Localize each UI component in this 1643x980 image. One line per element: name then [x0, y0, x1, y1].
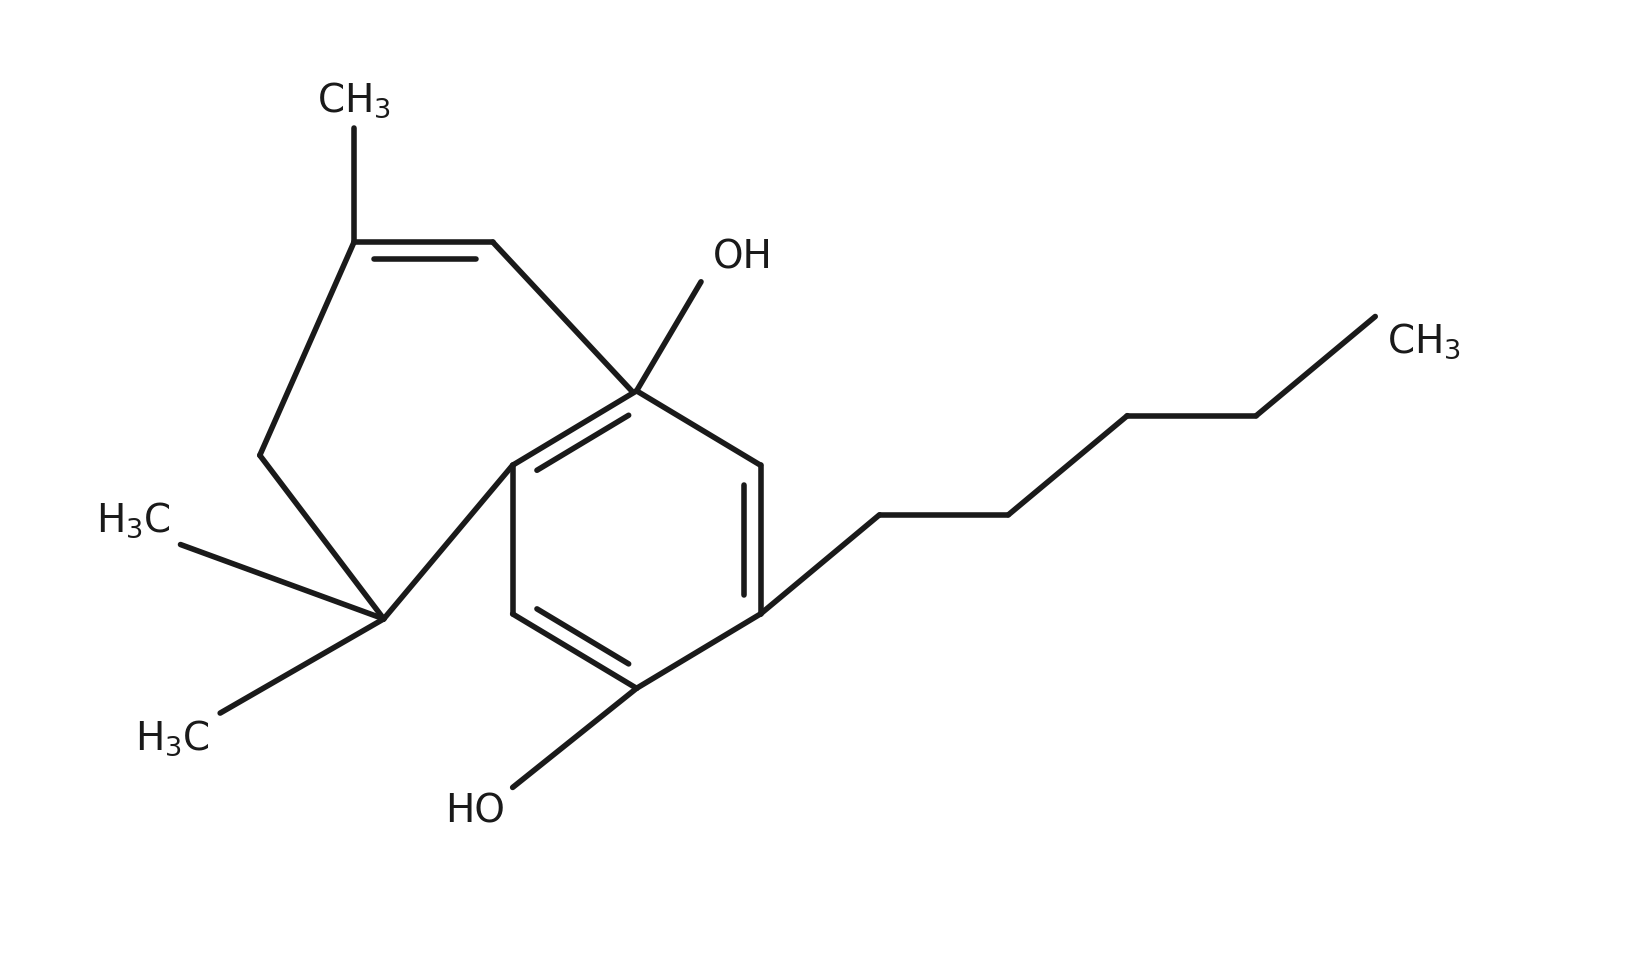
- Text: HO: HO: [445, 793, 504, 830]
- Text: H$_3$C: H$_3$C: [135, 718, 210, 758]
- Text: H$_3$C: H$_3$C: [95, 500, 171, 540]
- Text: CH$_3$: CH$_3$: [1387, 321, 1461, 361]
- Text: OH: OH: [713, 239, 772, 276]
- Text: CH$_3$: CH$_3$: [317, 80, 391, 121]
